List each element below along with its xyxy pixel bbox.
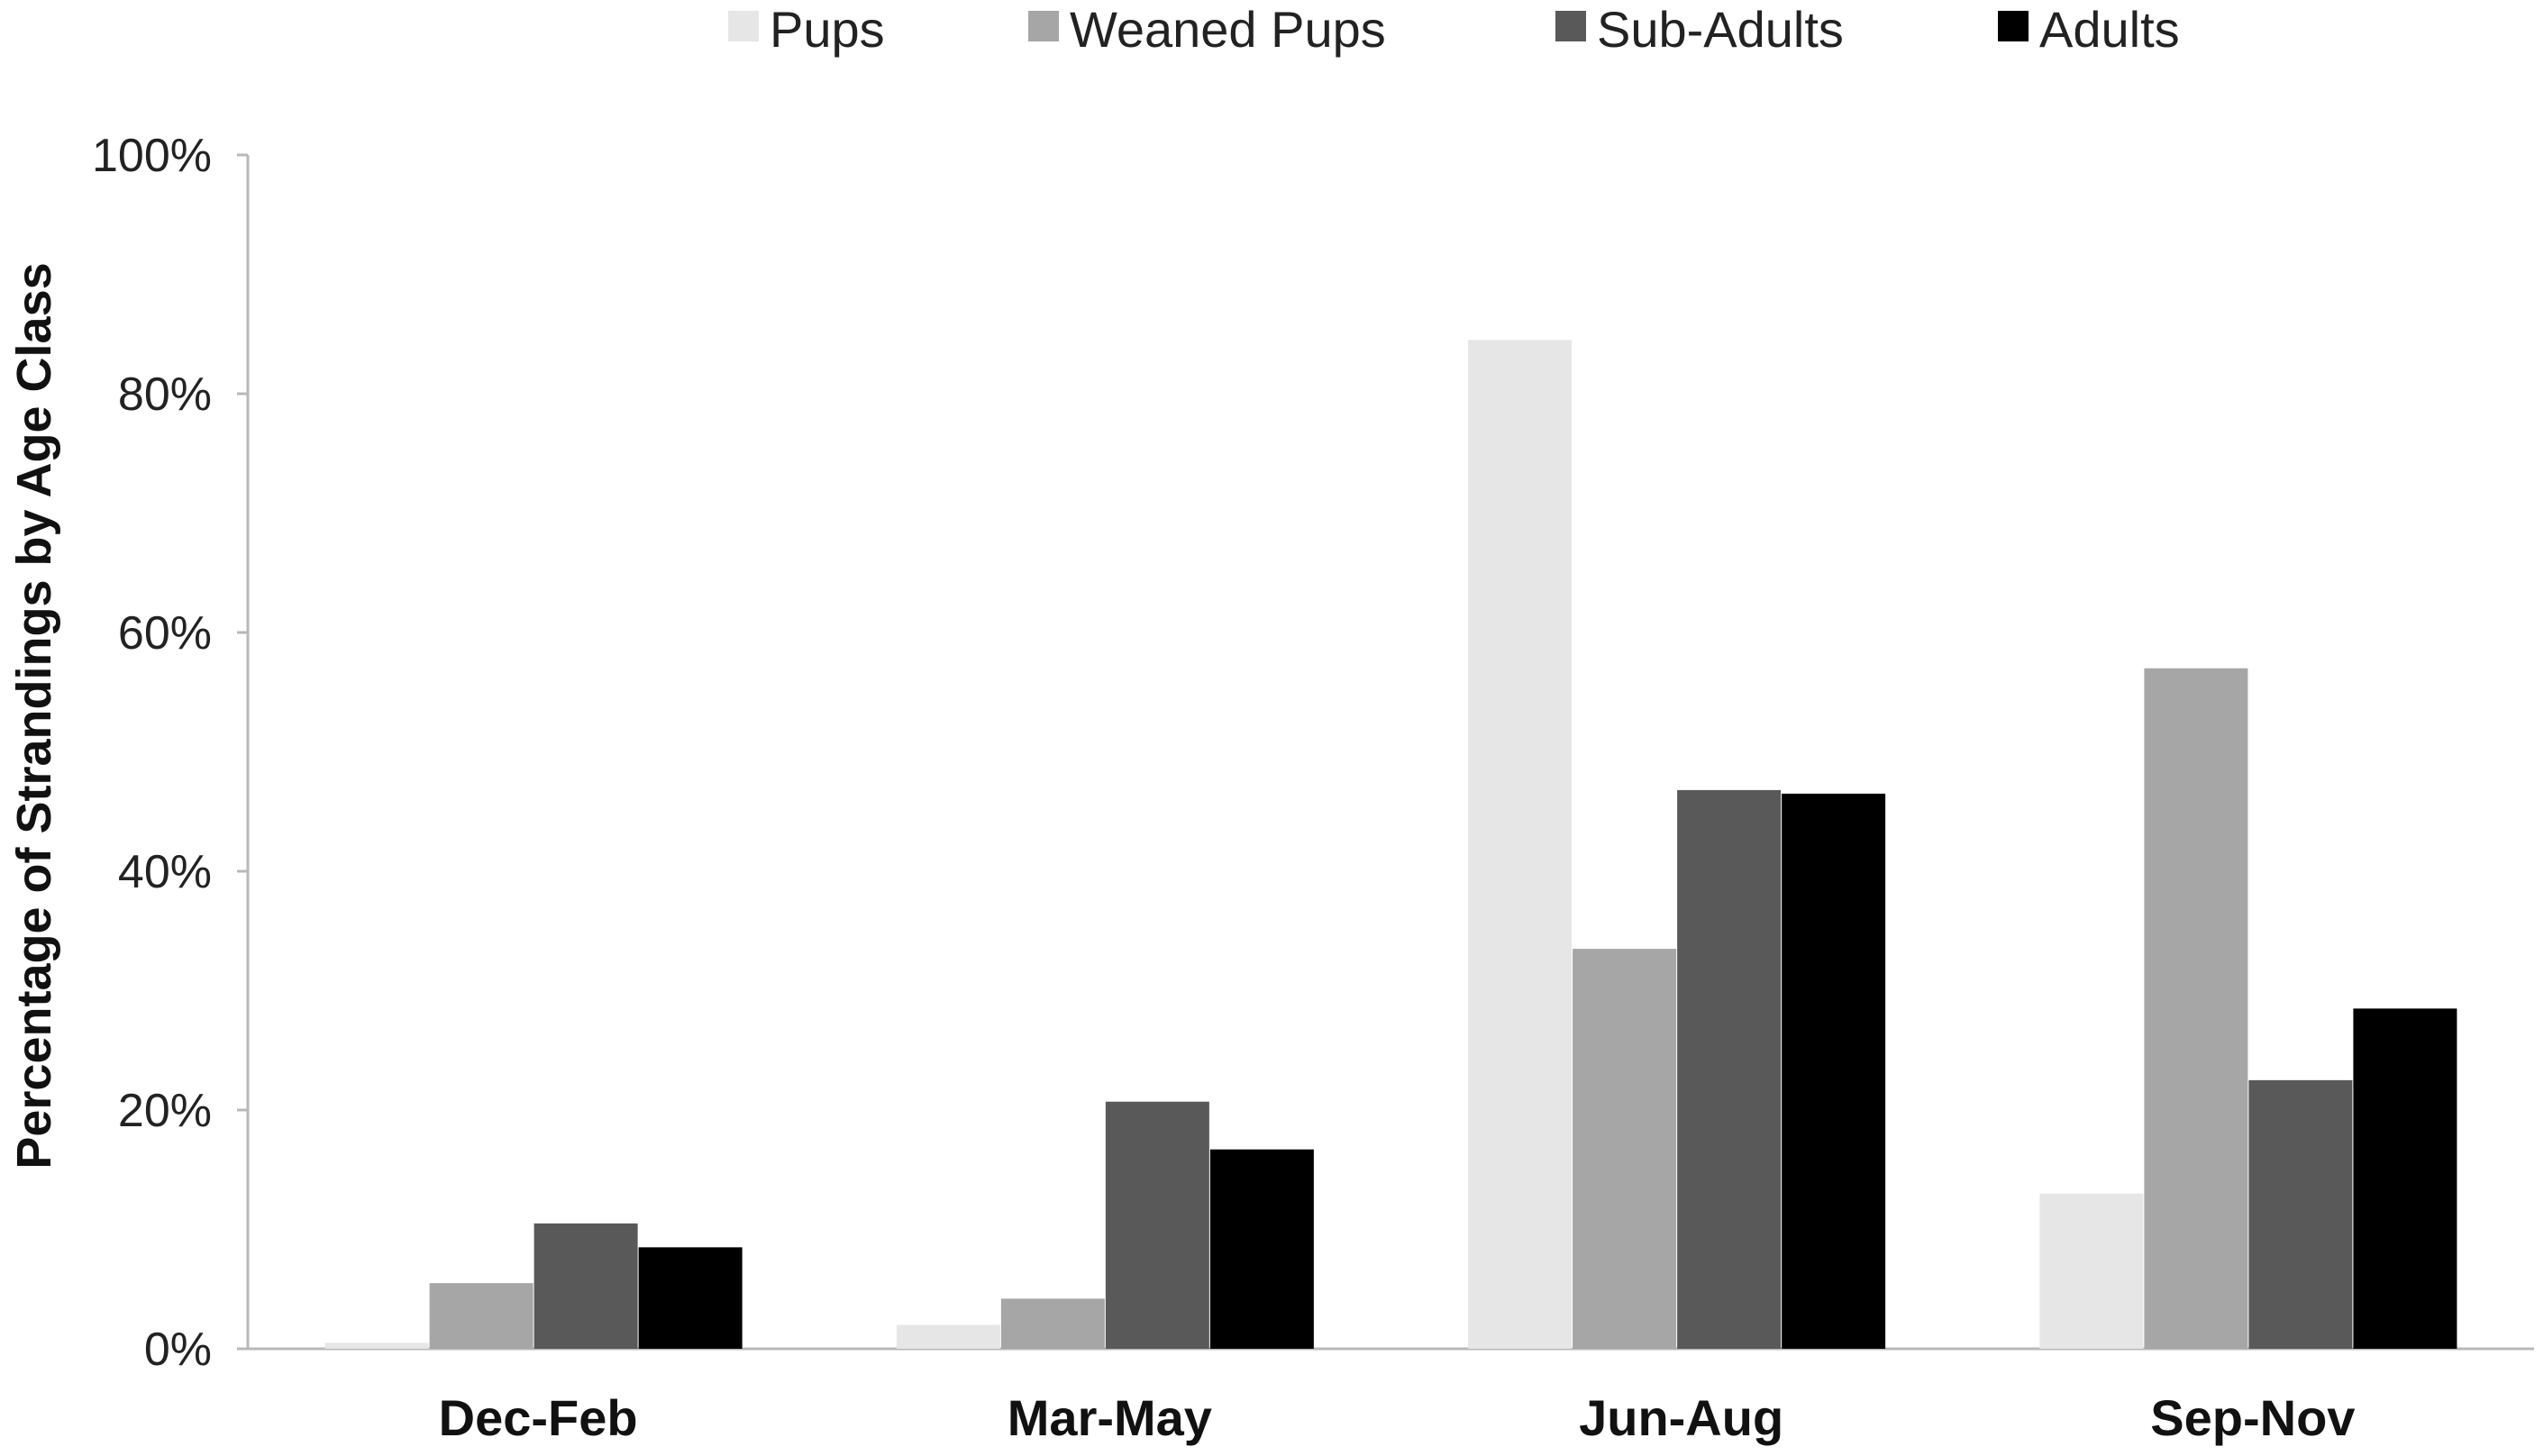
bar-adults-jun-aug <box>1782 793 1886 1349</box>
bar-sub-adults-mar-may <box>1105 1101 1209 1349</box>
bar-adults-mar-may <box>1209 1149 1314 1349</box>
bar-weaned-pups-jun-aug <box>1573 949 1677 1349</box>
legend-label: Pups <box>770 1 885 58</box>
legend-label: Adults <box>2039 1 2180 58</box>
legend-swatch-sub-adults <box>1555 11 1586 41</box>
bar-sub-adults-jun-aug <box>1677 789 1782 1349</box>
bar-pups-jun-aug <box>1468 340 1573 1349</box>
y-tick-label: 0% <box>144 1324 212 1376</box>
bar-sub-adults-sep-nov <box>2248 1079 2353 1349</box>
bar-pups-dec-feb <box>324 1342 429 1349</box>
y-tick-label: 40% <box>118 846 212 898</box>
legend-label: Sub-Adults <box>1597 1 1844 58</box>
legend-swatch-weaned-pups <box>1028 11 1059 41</box>
x-category-label: Dec-Feb <box>439 1389 638 1446</box>
legend-label: Weaned Pups <box>1070 1 1386 58</box>
y-tick-label: 60% <box>118 607 212 660</box>
legend-swatch-pups <box>728 11 759 41</box>
legend-swatch-adults <box>1998 11 2029 41</box>
y-tick-label: 100% <box>92 130 212 182</box>
legend: Pups Weaned Pups Sub-Adults Adults <box>728 1 2180 58</box>
bar-pups-sep-nov <box>2039 1193 2144 1349</box>
y-tick-label: 20% <box>118 1085 212 1137</box>
x-category-label: Jun-Aug <box>1579 1389 1783 1446</box>
y-tick-label: 80% <box>118 369 212 421</box>
x-category-label: Mar-May <box>1008 1389 1212 1446</box>
bar-weaned-pups-mar-may <box>1000 1298 1105 1349</box>
bar-adults-dec-feb <box>638 1247 743 1349</box>
bar-sub-adults-dec-feb <box>533 1223 638 1349</box>
bar-adults-sep-nov <box>2353 1008 2457 1349</box>
bar-pups-mar-may <box>896 1324 1000 1349</box>
bar-weaned-pups-dec-feb <box>429 1283 533 1349</box>
bars <box>324 340 2457 1349</box>
y-axis-title: Percentage of Strandings by Age Class <box>7 262 61 1169</box>
x-category-label: Sep-Nov <box>2150 1389 2355 1446</box>
axis-labels: 0% 20% 40% 60% 80% 100% Dec-Feb Mar-May Jun-Aug S… <box>7 130 2355 1446</box>
bar-weaned-pups-sep-nov <box>2144 668 2248 1349</box>
